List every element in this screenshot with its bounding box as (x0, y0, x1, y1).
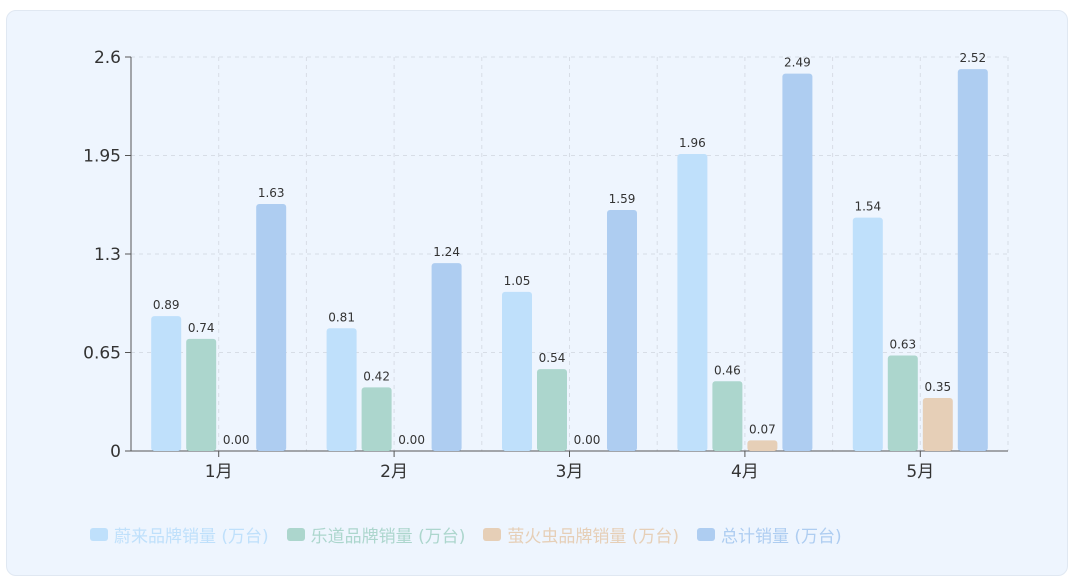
x-axis-categories: 1月 2月 3月 4月 5月 (205, 451, 934, 482)
y-tick-label: 2.6 (94, 48, 121, 68)
legend-item[interactable]: 乐道品牌销量 (万台) (286, 522, 466, 547)
x-category-label: 2月 (380, 462, 408, 482)
bar[interactable] (677, 153, 708, 451)
data-label: 1.24 (433, 245, 460, 259)
bar[interactable] (607, 210, 637, 451)
data-label: 0.89 (153, 298, 180, 312)
data-label: 1.59 (609, 192, 636, 206)
legend-label: 乐道品牌销量 (万台) (310, 526, 466, 547)
y-tick-label: 0.65 (83, 344, 121, 364)
bar[interactable] (151, 316, 182, 451)
data-label: 0.81 (328, 310, 355, 324)
y-tick-label: 1.95 (83, 147, 121, 167)
bar[interactable] (326, 328, 357, 451)
data-label: 1.54 (854, 200, 881, 214)
data-label: 2.52 (959, 51, 986, 65)
legend-label: 萤火虫品牌销量 (万台) (507, 526, 680, 547)
data-label: 0.63 (889, 338, 916, 352)
x-category-label: 4月 (731, 462, 759, 482)
bars (151, 69, 988, 452)
bar[interactable] (361, 387, 392, 451)
data-label: 1.63 (258, 186, 285, 200)
legend-label: 蔚来品牌销量 (万台) (114, 526, 269, 547)
bar[interactable] (537, 369, 567, 451)
data-label: 0.46 (714, 363, 741, 377)
data-labels: 0.89 0.74 0.00 1.63 0.81 0.42 0.00 1.24 1.05 0.54… (153, 51, 986, 447)
data-label: 0.00 (223, 433, 250, 447)
legend-swatch (697, 527, 716, 541)
x-category-label: 5月 (906, 462, 934, 482)
data-label: 1.96 (679, 136, 706, 150)
data-label: 0.74 (188, 321, 215, 335)
chart-card (6, 10, 1068, 576)
legend-swatch (483, 527, 502, 541)
legend-item[interactable]: 总计销量 (万台) (697, 522, 842, 547)
legend-item[interactable]: 萤火虫品牌销量 (万台) (483, 522, 679, 547)
legend-label: 总计销量 (万台) (721, 526, 842, 547)
bar[interactable] (502, 291, 532, 451)
bar[interactable] (957, 69, 988, 451)
data-label: 0.35 (924, 380, 951, 394)
data-label: 2.49 (784, 56, 811, 70)
legend: 蔚来品牌销量 (万台) 乐道品牌销量 (万台) 萤火虫品牌销量 (万台) 总计销量 (… (90, 522, 842, 547)
legend-swatch (286, 527, 305, 541)
bar[interactable] (852, 217, 883, 451)
data-label: 0.00 (574, 433, 601, 447)
bar[interactable] (186, 338, 217, 451)
y-tick-label: 1.3 (94, 245, 121, 265)
bar[interactable] (782, 73, 813, 452)
data-label: 1.05 (504, 274, 531, 288)
x-category-label: 1月 (205, 462, 233, 482)
data-label: 0.42 (363, 369, 390, 383)
bar[interactable] (256, 203, 287, 451)
legend-swatch (90, 527, 108, 541)
data-label: 0.07 (749, 422, 776, 436)
bar[interactable] (747, 440, 778, 451)
bar[interactable] (431, 263, 462, 451)
bar[interactable] (712, 381, 743, 451)
y-tick-label: 0 (110, 442, 121, 462)
x-category-label: 3月 (556, 462, 584, 482)
legend-item[interactable]: 蔚来品牌销量 (万台) (90, 522, 269, 547)
y-axis-ticks: 0 0.65 1.3 1.95 2.6 (83, 48, 131, 462)
bar[interactable] (887, 355, 918, 451)
data-label: 0.54 (539, 351, 566, 365)
data-label: 0.00 (398, 433, 425, 447)
bar[interactable] (922, 397, 953, 451)
